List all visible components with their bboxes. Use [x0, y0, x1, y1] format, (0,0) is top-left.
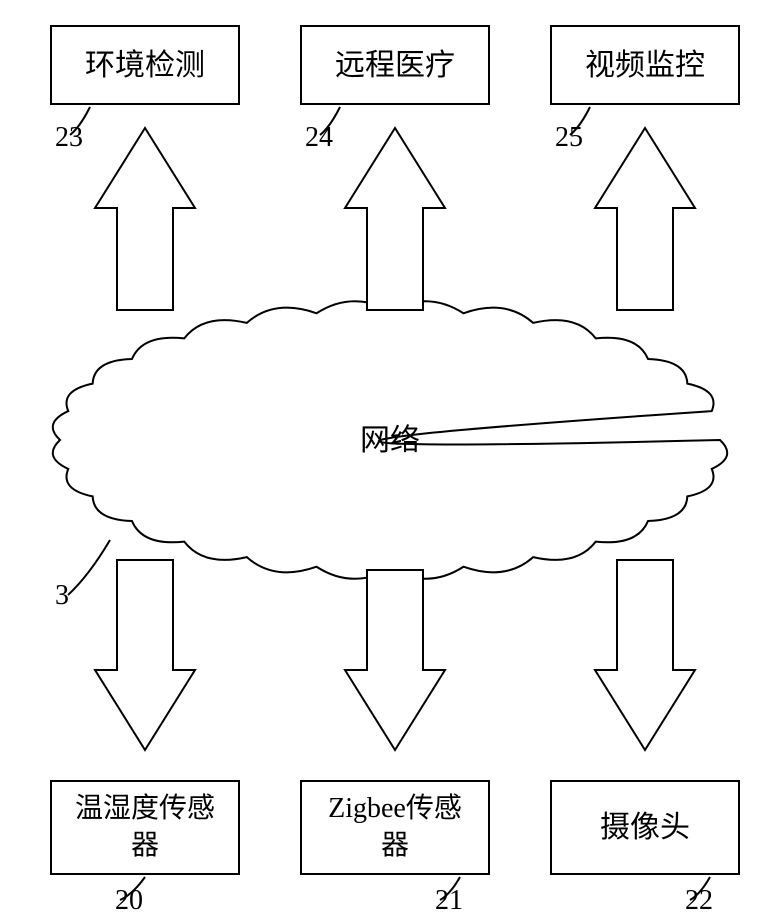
diagram-canvas: 环境检测23远程医疗24视频监控25温湿度传感器20Zigbee传感器21摄像头… — [0, 0, 772, 920]
arrow-down-2 — [0, 0, 772, 920]
